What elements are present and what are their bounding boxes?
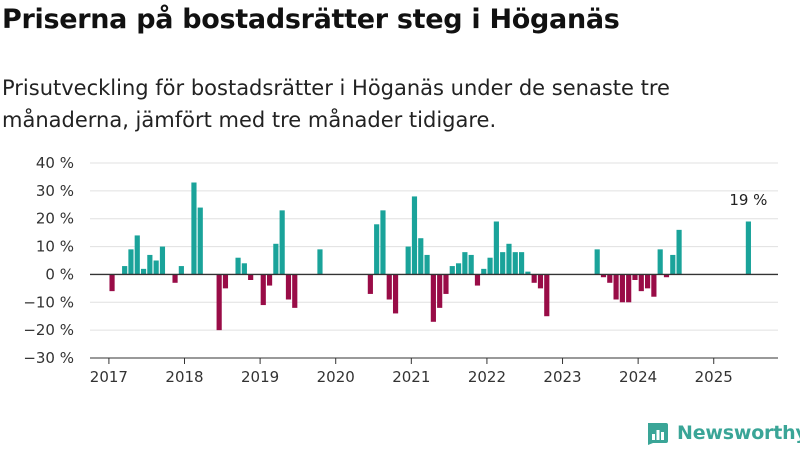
x-tick-label: 2020 (317, 368, 355, 386)
bar-2019-01 (260, 274, 266, 306)
bar-2018-03 (197, 207, 203, 275)
bar-2023-09 (613, 274, 619, 300)
brand-name: Newsworthy (677, 422, 800, 444)
bar-2021-03 (424, 254, 430, 275)
chart-title: Priserna på bostadsrätter steg i Höganäs (2, 4, 620, 35)
y-tick-label: 20 % (36, 210, 74, 228)
y-tick-label: 30 % (36, 182, 74, 200)
bar-2024-05 (663, 274, 670, 278)
y-tick-label: −20 % (23, 321, 74, 339)
bar-2023-07 (600, 274, 607, 278)
bar-2017-08 (153, 260, 159, 275)
y-tick-label: 10 % (36, 238, 74, 256)
bar-2021-05 (437, 274, 443, 308)
y-tick-label: 40 % (36, 154, 74, 172)
bar-2019-10 (317, 249, 323, 275)
bar-2023-11 (626, 274, 632, 303)
bar-2024-06 (670, 254, 676, 275)
bar-2017-12 (178, 266, 184, 275)
bar-2018-11 (248, 274, 254, 280)
bar-2021-06 (443, 274, 449, 294)
bar-2022-02 (493, 221, 499, 275)
bar-2021-07 (449, 266, 455, 275)
bar-2017-11 (172, 274, 178, 283)
bar-2021-08 (455, 263, 462, 275)
x-tick-label: 2021 (392, 368, 430, 386)
x-tick-label: 2018 (165, 368, 203, 386)
bar-2022-07 (525, 271, 531, 275)
bar-2018-02 (191, 182, 197, 275)
x-tick-label: 2019 (241, 368, 279, 386)
bar-2020-08 (380, 210, 386, 275)
x-tick-label: 2022 (468, 368, 506, 386)
bar-2020-09 (386, 274, 392, 300)
bar-2024-07 (676, 229, 682, 275)
x-axis: 2017 2018 2019 2020 2021 2022 2023 2024 2025 (90, 357, 778, 386)
bar-2017-03 (122, 266, 128, 275)
bar-2021-04 (430, 274, 436, 322)
bar-2017-01 (109, 274, 115, 292)
x-tick-label: 2024 (619, 368, 657, 386)
y-axis-labels: 40 % 30 % 20 % 10 % 0 % −10 % −20 % −30 % (23, 154, 74, 367)
bar-2020-12 (405, 246, 411, 275)
bar-2022-01 (487, 257, 493, 275)
bar-2022-04 (506, 243, 512, 275)
bar-2022-09 (537, 274, 544, 289)
bar-2019-05 (285, 274, 292, 300)
bar-2024-03 (651, 274, 657, 297)
x-tick-label: 2017 (90, 368, 128, 386)
bar-2019-06 (292, 274, 298, 308)
bar-2023-10 (619, 274, 625, 303)
bar-2021-09 (462, 252, 468, 275)
bar-2022-05 (512, 252, 518, 275)
annotation-label: 19 % (729, 191, 767, 209)
bar-2018-06 (216, 274, 222, 331)
bar-2021-01 (411, 196, 418, 275)
bar-2021-10 (468, 254, 474, 275)
bar-2018-07 (222, 274, 229, 289)
bar-2020-06 (367, 274, 373, 294)
bar-2017-09 (159, 246, 166, 275)
y-tick-label: −30 % (23, 349, 74, 367)
bar-2022-03 (500, 252, 506, 275)
bar-2021-02 (418, 238, 424, 275)
annotations: 19 % (729, 191, 767, 209)
bar-2024-01 (638, 274, 644, 292)
bar-2019-03 (273, 243, 279, 275)
bar-2019-04 (279, 210, 285, 275)
bar-2020-10 (392, 274, 399, 314)
y-tick-label: −10 % (23, 293, 74, 311)
newsworthy-logo-icon (648, 423, 668, 445)
bar-2017-05 (134, 235, 140, 275)
bar-2020-07 (374, 224, 380, 275)
bar-2023-12 (632, 274, 638, 280)
bar-2018-09 (235, 257, 241, 275)
bar-2023-08 (607, 274, 613, 283)
bar-2021-11 (474, 274, 481, 286)
bar-2022-08 (531, 274, 537, 283)
bar-2024-04 (657, 249, 663, 275)
bar-2017-06 (140, 268, 147, 275)
bar-2022-06 (518, 252, 525, 275)
bars (109, 182, 751, 331)
bar-chart: 40 %30 %20 %10 %0 %−10 %−20 %−30 % 2017 2… (23, 154, 778, 386)
bar-2021-12 (481, 268, 487, 275)
bar-2019-02 (266, 274, 273, 286)
bar-2024-02 (645, 274, 651, 289)
bar-2022-10 (544, 274, 550, 317)
bar-2023-06 (594, 249, 600, 275)
chart-subtitle: Prisutveckling för bostadsrätter i Högan… (2, 76, 670, 132)
bar-2018-10 (241, 263, 247, 275)
bar-2025-06 (745, 221, 751, 275)
x-tick-label: 2023 (543, 368, 581, 386)
y-tick-label: 0 % (45, 265, 74, 283)
newsworthy-logo: Newsworthy (645, 420, 800, 446)
bar-2017-04 (128, 249, 134, 275)
bar-2017-07 (147, 254, 153, 275)
x-tick-label: 2025 (695, 368, 733, 386)
